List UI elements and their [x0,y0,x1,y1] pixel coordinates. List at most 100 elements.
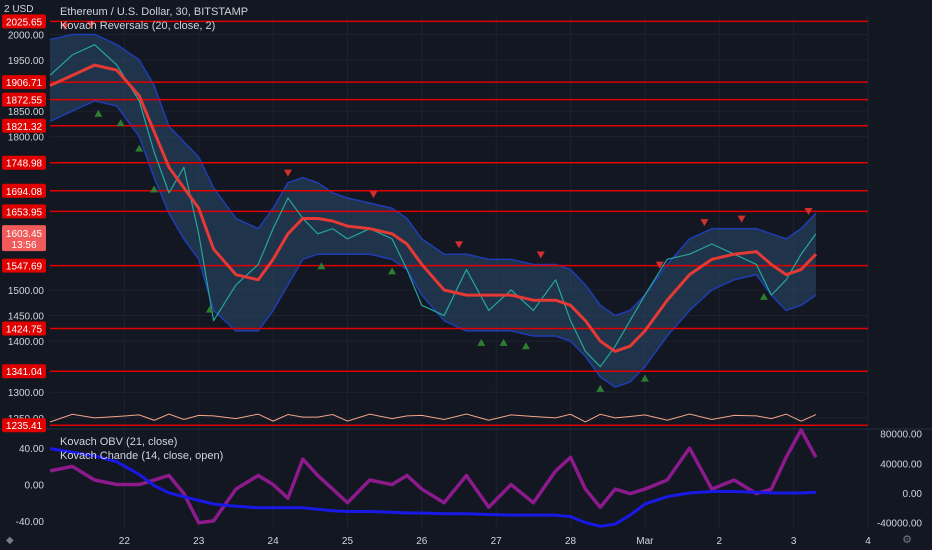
buy-marker[interactable] [94,109,103,117]
sell-marker[interactable] [804,208,813,215]
buy-marker[interactable] [317,262,326,270]
band-upper-line [49,33,817,317]
level-label-text: 1235.41 [6,421,43,432]
x-tick-label: 25 [342,536,354,547]
level-label-text: 1547.69 [6,262,43,273]
level-label-text: 1653.95 [6,207,43,218]
x-tick-label: 2 [716,536,722,547]
sell-marker[interactable] [455,241,463,249]
buy-marker[interactable] [205,305,214,313]
level-label[interactable]: 1748.98 [2,155,46,170]
lower-y-tick-left: 40.00 [19,444,44,455]
lower-y-tick-right: -40000.00 [877,519,922,530]
lower-y-tick-left: 0.00 [25,481,45,492]
buy-marker[interactable] [640,374,649,382]
x-tick-label: 28 [565,536,577,547]
gear-icon[interactable]: ⚙ [902,534,912,546]
lower-y-tick-right: 40000.00 [880,459,922,470]
level-label[interactable]: 1694.08 [2,183,46,198]
y-tick-label: 1400.00 [8,337,45,348]
x-tick-label: 27 [491,536,503,547]
buy-marker[interactable] [150,185,159,193]
level-label-text: 2025.65 [6,17,43,28]
level-label[interactable]: 1653.95 [2,204,46,219]
x-tick-label: Mar [636,536,654,547]
level-label-bg [2,258,46,273]
obv-line [49,447,817,528]
indicator-legend-chande[interactable]: Kovach Chande (14, close, open) [60,450,224,462]
y-tick-label: 1450.00 [8,312,45,323]
buy-marker[interactable] [596,384,605,392]
band-fill [50,34,816,388]
level-label[interactable]: 1341.04 [2,364,46,379]
x-tick-label: 24 [268,536,280,547]
volume-line [49,413,817,423]
level-label[interactable]: 1424.75 [2,321,46,336]
lower-y-tick-right: 0.00 [903,489,923,500]
currency-label[interactable]: 2 USD [4,4,34,15]
level-label-text: 1906.71 [6,78,43,89]
level-label-text: 1424.75 [6,324,43,335]
buy-marker[interactable] [116,119,125,127]
level-label[interactable]: 1235.41 [2,418,46,433]
level-label[interactable]: 2025.65 [2,14,46,29]
buy-marker[interactable] [759,292,768,300]
lower-y-tick-right: 80000.00 [880,430,922,441]
last-price-value: 1603.45 [6,229,43,240]
buy-marker[interactable] [388,267,397,275]
price-line [49,44,817,368]
level-label-bg [2,75,46,90]
x-tick-label: 22 [119,536,131,547]
level-label-text: 1341.04 [6,367,43,378]
indicator-legend-reversals[interactable]: Kovach Reversals (20, close, 2) [60,20,216,32]
sell-marker[interactable] [655,261,664,269]
x-tick-label: 23 [193,536,205,547]
indicator-legend-obv[interactable]: Kovach OBV (21, close) [60,436,178,448]
level-label-bg [2,118,46,133]
sell-marker[interactable] [536,251,545,259]
level-label-text: 1821.32 [6,122,43,133]
level-label-text: 1872.55 [6,96,43,107]
lower-y-tick-left: -40.00 [16,517,45,528]
band-lower-line [49,100,817,388]
level-label-bg [2,14,46,29]
sell-marker[interactable] [737,215,746,223]
x-tick-label: 4 [865,536,871,547]
y-tick-label: 1950.00 [8,56,45,67]
level-label-bg [2,204,46,219]
chart-title: Ethereum / U.S. Dollar, 30, BITSTAMP [60,6,249,18]
y-tick-label: 1300.00 [8,388,45,399]
sell-marker[interactable] [86,21,95,29]
level-label-bg [2,418,46,433]
level-label-bg [2,183,46,198]
level-label-bg [2,321,46,336]
y-tick-label: 1850.00 [8,107,45,118]
level-label-bg [2,364,46,379]
level-label-bg [2,155,46,170]
y-tick-label: 2000.00 [8,30,45,41]
tradingview-logo-icon: ◆ [6,535,14,546]
sell-marker[interactable] [700,219,709,227]
x-tick-label: 3 [791,536,797,547]
buy-marker[interactable] [135,144,144,152]
sell-marker[interactable] [60,23,69,31]
buy-marker[interactable] [499,338,508,346]
x-tick-label: 26 [416,536,428,547]
level-label[interactable]: 1872.55 [2,92,46,107]
y-tick-label: 1800.00 [8,133,45,144]
level-label-text: 1694.08 [6,187,43,198]
y-tick-label: 1500.00 [8,286,45,297]
sell-marker[interactable] [369,190,378,198]
sell-marker[interactable] [283,169,292,177]
buy-marker[interactable] [477,338,486,346]
level-label-text: 1748.98 [6,159,43,170]
level-label[interactable]: 1821.32 [2,118,46,133]
level-label[interactable]: 1906.71 [2,75,46,90]
buy-marker[interactable] [521,342,530,350]
moving-average-line [49,63,818,353]
last-price-badge-bg [2,225,46,252]
level-label-bg [2,92,46,107]
level-label[interactable]: 1547.69 [2,258,46,273]
